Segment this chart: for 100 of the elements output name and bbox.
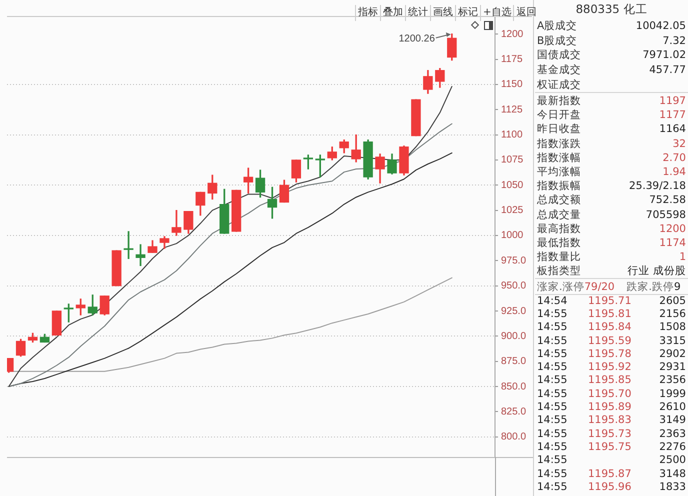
text: 1195.73 (588, 428, 632, 440)
category-label: 14:55 (537, 414, 568, 426)
y-tick-label: 825.0 (501, 406, 526, 418)
category-label: 国债成交 (537, 48, 581, 62)
category-label: 14:55 (537, 348, 568, 360)
text: 1508 (659, 321, 686, 334)
annotation: 指标 (355, 5, 380, 21)
category-label: B股成交 (537, 34, 578, 48)
y-tick-label: 1050 (501, 180, 524, 191)
category-label: 最新指数 (537, 94, 581, 108)
annotation: 画线 (430, 5, 455, 21)
y-tick-label: 900.0 (501, 330, 526, 342)
y-tick-label: 1125 (501, 104, 523, 116)
category-label: 14:55 (537, 308, 568, 320)
text: 1177 (659, 109, 686, 122)
text: 2156 (659, 308, 686, 320)
text: 79/20 (584, 281, 615, 293)
annotation: 统计 (405, 5, 430, 21)
category-label: 14:55 (537, 440, 568, 453)
category-label: 14:55 (537, 374, 568, 386)
category-label: 指数涨跌 (537, 136, 581, 151)
category-label: 14:55 (537, 388, 568, 400)
category-label: 最低指数 (537, 236, 581, 250)
text: 1195.70 (588, 388, 632, 400)
text: 1164 (659, 123, 686, 136)
text: 1174 (659, 236, 686, 249)
text: 3148 (659, 468, 686, 480)
y-tick-label: 800.0 (501, 432, 526, 443)
category-label: 基金成交 (537, 63, 581, 78)
category-label: 14:55 (537, 428, 568, 440)
category-label: 14:55 (537, 468, 568, 480)
text: 1195.78 (588, 348, 632, 360)
text: 1195.92 (588, 361, 632, 374)
text: 2931 (659, 361, 686, 374)
category-label: 14:55 (537, 334, 568, 347)
category-label: 最高指数 (537, 222, 581, 236)
category-label: 总成交额 (537, 193, 581, 208)
text: 1195.87 (588, 468, 632, 480)
category-label: 14:54 (537, 294, 568, 307)
y-tick-label: 1025 (501, 205, 524, 216)
category-label: 14:55 (537, 361, 568, 374)
text: 2.70 (662, 152, 686, 164)
annotation: 叠加 (380, 5, 405, 21)
text: 2500 (659, 454, 686, 466)
text: 3149 (659, 414, 686, 426)
text: 1197 (659, 95, 686, 108)
text: 7.32 (662, 34, 686, 47)
text: 标记 (455, 5, 480, 21)
text: 752.58 (649, 194, 686, 206)
y-tick-label: 1000 (501, 230, 524, 242)
text: 2356 (659, 374, 686, 386)
category-label: 跌家.跌停 (626, 280, 674, 294)
category-label: 平均涨幅 (537, 165, 581, 180)
text: 1195.89 (588, 401, 632, 414)
y-tick-label: 1100 (501, 130, 523, 141)
category-label: 总成交量 (537, 208, 581, 222)
text: 1833 (659, 480, 686, 493)
text: 1999 (659, 388, 686, 400)
text: 9 (674, 281, 681, 293)
category-label: 指数量比 (537, 250, 581, 264)
text: +自选 (480, 5, 514, 21)
text: 1195.85 (588, 374, 632, 386)
annotation: 1200.26 (398, 34, 436, 45)
text: 1200 (659, 222, 686, 235)
category-label: 板指类型 (537, 264, 581, 278)
y-tick-label: 850.0 (501, 381, 526, 392)
text: 2363 (659, 428, 686, 440)
y-tick-label: 1075 (501, 154, 524, 166)
y-tick-label: 950.0 (501, 280, 526, 292)
y-tick-label: 1200 (501, 28, 524, 40)
text: 25.39/2.18 (629, 180, 686, 192)
category-label: 指数振幅 (537, 179, 581, 194)
text: 行业 成份股 (628, 265, 686, 278)
text: 1195.59 (588, 334, 632, 347)
text: 1195.96 (588, 480, 632, 493)
text: 7971.02 (642, 49, 686, 62)
text: 1195.84 (588, 321, 632, 334)
y-tick-label: 1175 (501, 54, 523, 66)
y-tick-label: 1150 (501, 79, 523, 90)
category-label: 昨日收盘 (537, 122, 581, 136)
text: 返回 (513, 5, 538, 21)
text: 1 (679, 251, 686, 264)
category-label: 14:55 (537, 401, 568, 414)
text: 1195.75 (588, 440, 632, 453)
text: 2276 (659, 440, 686, 453)
text: 10042.05 (636, 20, 686, 32)
y-tick-label: 875.0 (501, 356, 526, 368)
category-label: 14:55 (537, 480, 568, 493)
text: 2902 (659, 348, 686, 360)
category-label: A股成交 (537, 19, 578, 34)
y-tick-label: 925.0 (501, 306, 526, 317)
text: 32 (672, 138, 686, 150)
text: 2610 (659, 401, 686, 414)
category-label: 权证成交 (537, 78, 581, 92)
category-label: 涨家.涨停 (537, 280, 584, 294)
text: 2605 (659, 294, 686, 307)
text: 3315 (659, 334, 686, 347)
text: 1195.83 (588, 414, 632, 426)
y-tick-label: 975.0 (501, 255, 526, 266)
text: 1.94 (662, 166, 686, 178)
